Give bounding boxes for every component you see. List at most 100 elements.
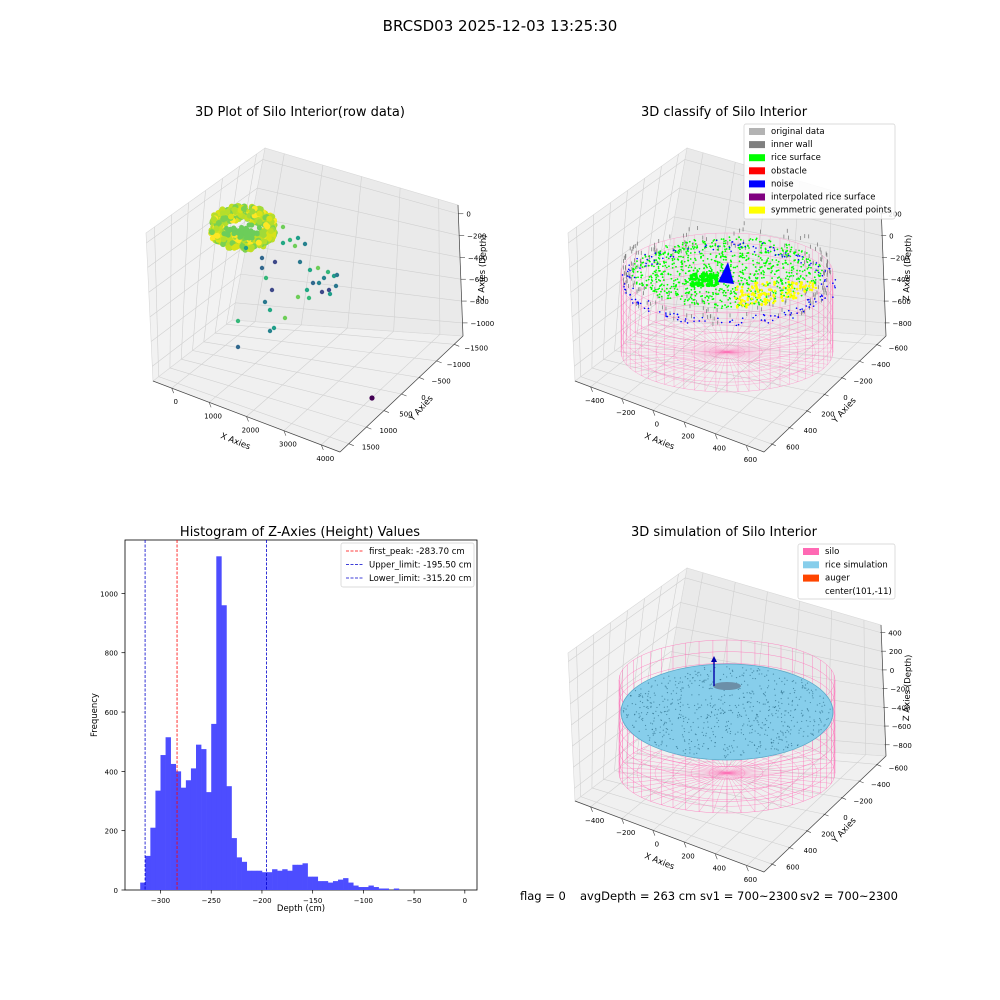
rice-surface-point [777,281,780,284]
rice-mesh-point [700,716,702,718]
y-tick-mark [858,360,864,364]
noise-point [826,285,828,288]
data-point [306,295,312,301]
rice-mesh-point [768,706,770,708]
grid-line [591,214,594,368]
rice-mesh-point [820,729,822,731]
noise-point [674,250,677,252]
data-point [261,238,268,245]
histogram-bar [190,768,197,890]
rice-mesh-point [684,676,686,678]
rice-mesh-point [824,724,826,726]
rice-mesh-point [734,733,736,735]
rice-mesh-point [764,691,766,693]
symmetric-point [746,296,750,300]
rice-mesh-point [682,720,685,722]
rice-surface-point [685,252,688,255]
z-tick-label: 200 [889,648,902,656]
rice-mesh-point [652,713,655,715]
noise-point [650,255,653,258]
y-tick-label: −200 [853,797,872,805]
rice-surface-point [658,293,661,296]
histogram-bar [206,792,212,890]
noise-point [672,256,675,258]
symmetric-point [772,295,776,298]
rice-surface-point [775,259,778,262]
rice-mesh-point [702,727,705,729]
noise-point [817,271,820,274]
rice-surface-point [679,298,682,300]
symmetric-point [739,290,743,293]
legend-label: rice surface [771,153,821,163]
rice-mesh-point [635,711,638,713]
rice-mesh-point [758,673,760,675]
rice-mesh-point [724,701,726,704]
rice-mesh-point [719,712,721,714]
histogram-bar [322,881,329,890]
rice-surface-point [705,265,708,268]
rice-mesh-point [742,692,744,694]
rice-mesh-point [811,733,813,736]
rice-surface-point [759,251,762,254]
rice-mesh-point [765,748,767,750]
rice-surface-point [721,253,724,256]
wire-ring [656,325,798,379]
rice-mesh-point [714,742,716,744]
rice-mesh-point [720,712,722,714]
histogram-bar [175,771,182,890]
rice-surface-point [725,306,728,309]
rice-surface-point [790,266,793,269]
rice-surface-point [667,294,670,297]
symmetric-point [741,294,745,297]
rice-surface-point [711,245,714,247]
grid-line [150,273,462,342]
noise-point [643,307,646,310]
rice-surface-point [695,293,698,295]
rice-mesh-point [819,695,821,697]
rice-mesh-point [764,733,766,735]
histogram-bar [180,787,187,890]
noise-point [812,305,815,307]
wire-ring [709,345,745,359]
noise-point [644,253,646,256]
rice-mesh-point [679,677,682,679]
rice-mesh-point [791,744,793,747]
rice-mesh-point [703,681,705,683]
rice-mesh-point [819,711,821,713]
noise-point [698,320,701,322]
rice-mesh-point [694,680,696,682]
rice-mesh-point [777,749,779,751]
rice-mesh-point [789,733,791,735]
rice-surface-point [785,271,788,274]
rice-surface-point [713,306,716,309]
rice-mesh-point [645,728,647,730]
rice-mesh-point [677,717,679,720]
rice-mesh-point [731,675,733,677]
symmetric-point [790,281,794,284]
rice-surface-point [763,262,765,265]
rice-mesh-point [666,713,668,716]
rice-surface-point [655,259,658,262]
rice-surface-point [670,277,673,280]
symmetric-point [807,284,811,288]
rice-surface-point [803,269,806,272]
rice-mesh-point [666,728,669,730]
symmetric-point [754,300,758,303]
panel4-side-pane [567,567,688,802]
rice-mesh-point [711,712,713,714]
rice-surface-point [779,278,782,281]
rice-surface-point [731,288,734,290]
histogram-bars [140,556,400,890]
rice-surface-point [741,252,744,255]
data-point [269,287,275,293]
noise-point [781,256,784,258]
rice-mesh-point [705,717,707,719]
rice-surface-point [712,293,715,296]
rice-surface-point [768,239,771,242]
rice-mesh-point [698,748,701,750]
rice-mesh-point [776,683,778,685]
rice-surface-point [806,267,809,270]
data-point [282,315,288,321]
rice-mesh-point [787,725,789,727]
